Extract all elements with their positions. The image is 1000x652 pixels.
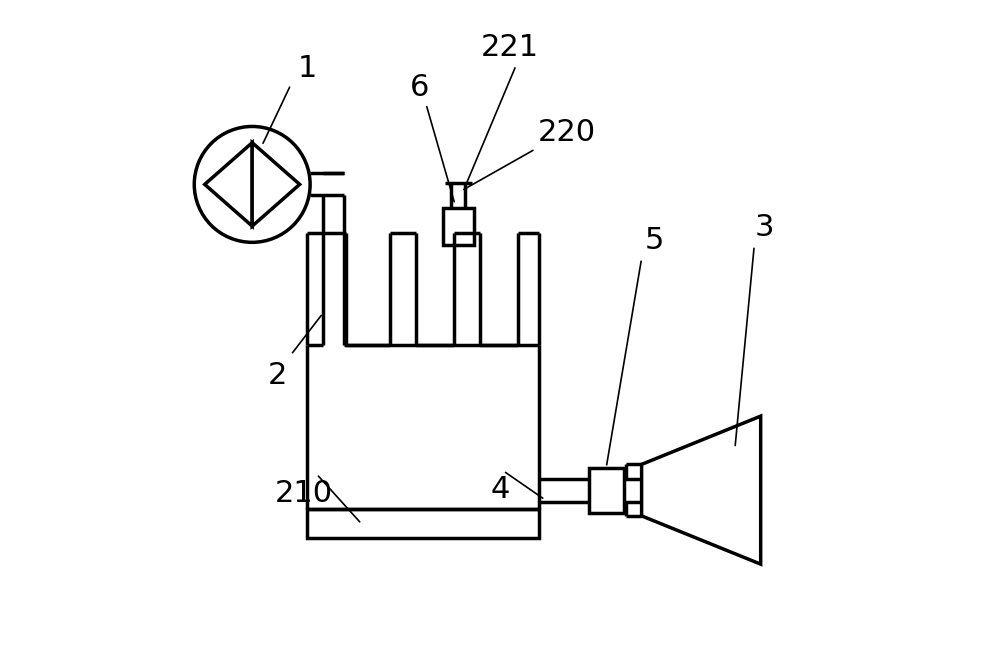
Text: 4: 4 <box>490 475 510 505</box>
Text: 1: 1 <box>297 53 317 83</box>
Text: 6: 6 <box>410 73 429 102</box>
Polygon shape <box>205 143 252 226</box>
Bar <box>443 207 474 245</box>
Polygon shape <box>252 143 300 226</box>
Circle shape <box>194 126 310 243</box>
Text: 3: 3 <box>754 213 774 243</box>
Bar <box>589 467 624 512</box>
Text: 5: 5 <box>645 226 664 255</box>
Bar <box>307 509 539 539</box>
Polygon shape <box>642 416 761 564</box>
Text: 2: 2 <box>268 361 288 391</box>
Text: 210: 210 <box>275 479 333 508</box>
Text: 221: 221 <box>481 33 539 62</box>
Text: 220: 220 <box>537 118 595 147</box>
